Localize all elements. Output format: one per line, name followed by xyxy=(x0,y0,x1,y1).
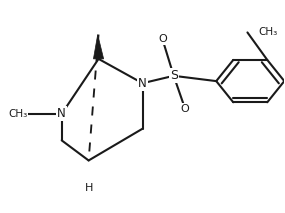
Text: methyl: methyl xyxy=(25,113,30,114)
Polygon shape xyxy=(93,35,104,59)
Text: CH₃: CH₃ xyxy=(259,27,278,37)
Text: S: S xyxy=(170,69,178,82)
Text: O: O xyxy=(181,104,190,114)
Text: N: N xyxy=(138,77,147,90)
Text: N: N xyxy=(57,107,66,120)
Text: H: H xyxy=(84,183,93,193)
Text: CH₃: CH₃ xyxy=(8,109,28,119)
Text: O: O xyxy=(158,34,167,44)
